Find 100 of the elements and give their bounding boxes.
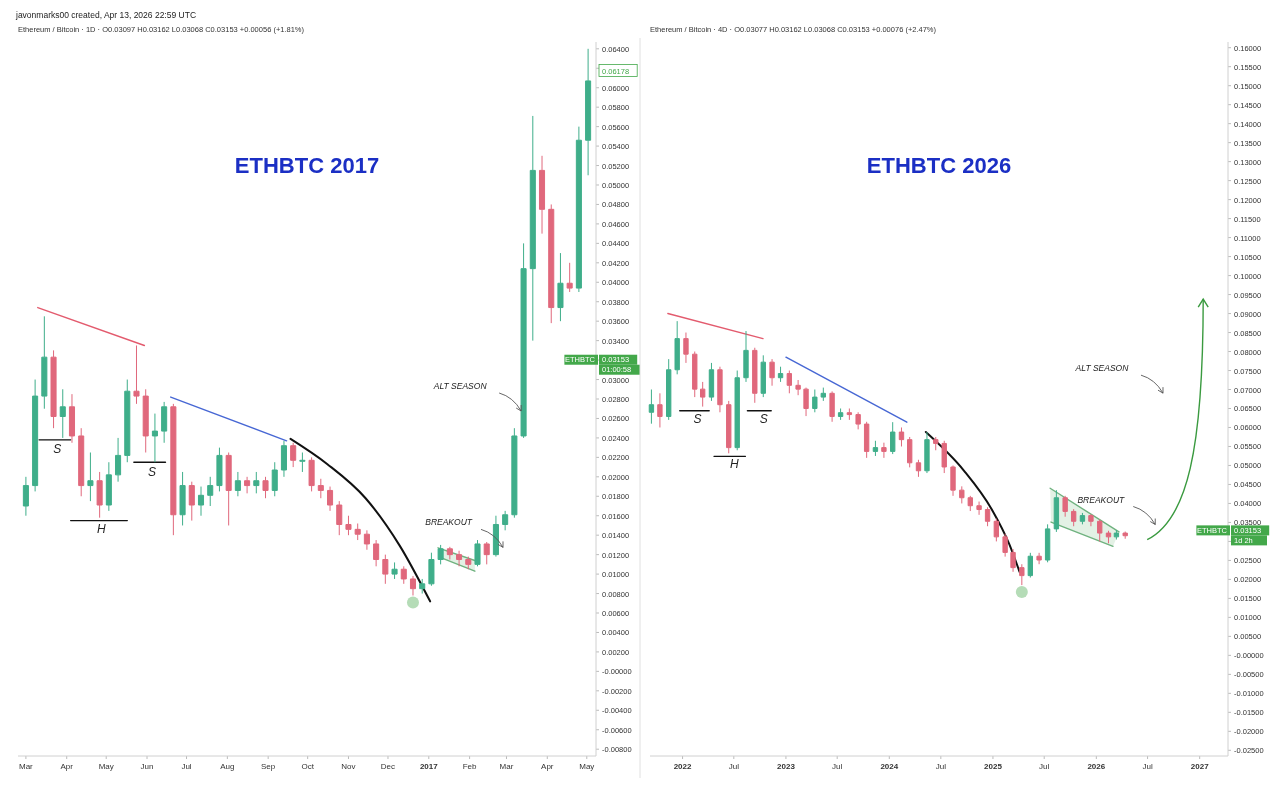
candlestick — [872, 440, 879, 457]
candlestick — [161, 401, 168, 444]
candlestick — [1070, 508, 1077, 527]
x-tick-label: Jul — [728, 762, 740, 771]
x-tick-label: Apr — [60, 762, 74, 771]
candlestick — [820, 387, 826, 402]
x-tick-label: 2024 — [880, 762, 899, 771]
candlestick — [1044, 523, 1051, 563]
candlestick — [96, 471, 103, 519]
annotation: S — [148, 465, 157, 480]
candlestick — [1002, 533, 1008, 558]
candlestick — [419, 578, 426, 595]
x-tick-label: Dec — [380, 762, 396, 771]
candlestick — [907, 436, 913, 468]
x-tick-label: 2017 — [419, 762, 439, 771]
candlestick — [207, 476, 214, 507]
x-tick-label: Apr — [541, 762, 554, 771]
candlestick — [78, 427, 85, 497]
candlestick — [336, 500, 343, 536]
candlestick — [1019, 563, 1025, 586]
candlestick — [234, 471, 241, 497]
candlestick — [271, 461, 278, 497]
x-tick-label: Oct — [301, 762, 315, 771]
candlestick — [1105, 530, 1112, 544]
annotation: H — [730, 456, 740, 471]
candlestick — [290, 442, 297, 468]
candlestick — [115, 437, 122, 483]
x-tick-label: 2022 — [673, 762, 693, 771]
candlestick — [400, 565, 407, 585]
candlestick — [984, 506, 991, 527]
x-tick-label: Aug — [220, 762, 235, 771]
annotation: H — [96, 521, 106, 536]
candlestick — [786, 370, 793, 394]
x-tick-label: May — [98, 762, 114, 771]
x-tick-label: Jun — [140, 762, 154, 771]
x-tick-label: May — [579, 762, 595, 771]
candlestick — [863, 421, 870, 459]
candlestick — [456, 550, 463, 567]
candlestick — [734, 370, 740, 451]
x-tick-label: 2025 — [984, 762, 1003, 771]
candlestick — [692, 351, 698, 398]
candlestick — [22, 476, 29, 517]
candlestick — [674, 320, 680, 375]
candlestick — [299, 452, 306, 473]
candlestick — [87, 452, 94, 502]
candlestick — [363, 529, 370, 551]
candlestick — [133, 345, 140, 405]
candlestick — [188, 481, 195, 522]
candlestick — [382, 554, 389, 585]
candlestick — [280, 440, 287, 478]
candlestick — [428, 552, 435, 587]
candlestick — [726, 400, 732, 454]
candlestick — [648, 389, 655, 425]
candlestick — [699, 381, 706, 408]
x-tick-label: Feb — [462, 762, 478, 771]
text: javonmarks00 created, Apr 13, 2026 22:59 UTC — [15, 10, 197, 20]
annotation: BREAKOUT — [1077, 494, 1126, 505]
candlestick — [769, 358, 775, 387]
candlestick — [708, 362, 715, 402]
candlestick — [855, 411, 861, 430]
x-tick-label: Nov — [341, 762, 356, 771]
candlestick — [41, 315, 48, 410]
candlestick — [760, 354, 766, 398]
candlestick — [666, 358, 672, 421]
text: ETHBTC 2026 — [866, 153, 1012, 178]
candlestick — [803, 387, 809, 417]
candlestick — [846, 407, 853, 421]
candlestick — [898, 426, 905, 447]
candlestick — [1088, 513, 1094, 527]
annotation: ALT SEASON — [1074, 363, 1130, 374]
candlestick — [1036, 552, 1042, 565]
candlestick — [1053, 489, 1060, 533]
candlestick — [474, 539, 481, 567]
candlestick — [967, 495, 973, 512]
candlestick — [124, 379, 131, 463]
candlestick — [50, 349, 57, 429]
x-tick-label: Mar — [499, 762, 514, 771]
candlestick — [262, 476, 269, 499]
candlestick — [575, 126, 582, 293]
annotation: S — [53, 441, 62, 456]
candlestick — [829, 390, 835, 423]
x-tick-label: Jul — [935, 762, 947, 771]
candlestick — [465, 556, 472, 570]
candlestick — [950, 464, 956, 497]
candlestick — [170, 403, 177, 536]
candlestick — [197, 486, 205, 517]
candlestick — [777, 366, 784, 383]
candlestick — [1010, 548, 1016, 573]
candlestick — [548, 203, 555, 324]
x-tick-label: 2023 — [777, 762, 796, 771]
candlestick — [959, 485, 965, 504]
candlestick — [743, 330, 749, 383]
candlestick — [492, 515, 499, 558]
candlestick — [373, 539, 380, 567]
candlestick — [529, 115, 536, 342]
annotation: S — [693, 412, 702, 427]
candlestick — [59, 388, 66, 439]
candlestick — [585, 48, 592, 176]
line-series — [924, 431, 1021, 573]
candlestick — [409, 575, 417, 596]
